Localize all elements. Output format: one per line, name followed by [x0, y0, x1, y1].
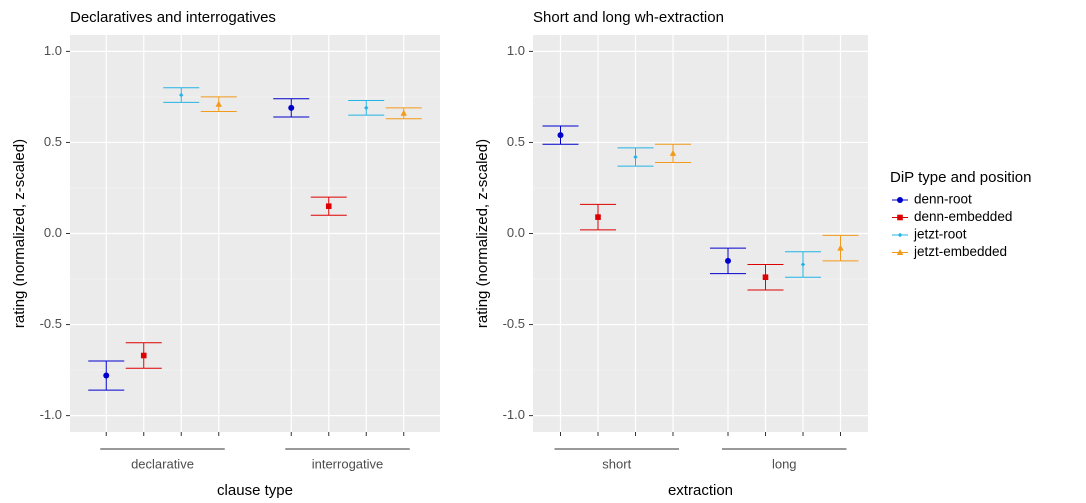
- data-point: [595, 214, 601, 220]
- y-tick-label: 0.5: [507, 134, 525, 149]
- y-tick-label: 0.0: [507, 225, 525, 240]
- chart-title: Declaratives and interrogatives: [70, 9, 276, 26]
- data-point: [557, 132, 564, 139]
- x-tick-label: interrogative: [312, 456, 384, 471]
- data-point: [800, 262, 806, 267]
- legend-key-marker: [897, 214, 903, 221]
- x-tick-label: long: [772, 456, 797, 471]
- data-point: [837, 244, 844, 251]
- data-point: [633, 154, 638, 160]
- y-tick-label: -0.5: [503, 316, 525, 331]
- y-axis-title: rating (normalized, z-scaled): [474, 139, 491, 328]
- data-point: [762, 274, 769, 281]
- y-tick-label: 0.0: [44, 225, 62, 240]
- data-point: [400, 109, 407, 116]
- x-tick-label: declarative: [131, 456, 194, 471]
- legend-key-marker: [897, 232, 903, 238]
- y-tick-label: 1.0: [44, 43, 62, 58]
- data-point: [215, 100, 222, 107]
- chart-title: Short and long wh-extraction: [533, 9, 724, 26]
- data-point: [179, 92, 184, 98]
- x-axis-title: clause type: [217, 482, 293, 499]
- legend-key-marker: [897, 197, 903, 203]
- y-axis-title: rating (normalized, z-scaled): [11, 139, 28, 328]
- data-point: [364, 105, 369, 111]
- legend-label: denn-root: [914, 192, 972, 207]
- data-point: [140, 352, 147, 359]
- y-tick-label: -1.0: [40, 407, 62, 422]
- x-axis-title: extraction: [668, 482, 733, 499]
- legend-title: DiP type and position: [890, 169, 1031, 186]
- legend-label: jetzt-embedded: [913, 244, 1007, 259]
- y-tick-label: 0.5: [44, 134, 62, 149]
- data-point: [325, 203, 332, 209]
- data-point: [669, 149, 677, 156]
- y-tick-label: -0.5: [40, 316, 62, 331]
- legend-key-marker: [896, 249, 904, 255]
- y-tick-label: 1.0: [507, 43, 525, 58]
- data-point: [103, 372, 110, 379]
- data-point: [288, 104, 295, 111]
- legend-label: denn-embedded: [914, 209, 1012, 224]
- legend-label: jetzt-root: [913, 227, 967, 242]
- data-point: [725, 257, 731, 264]
- y-tick-label: -1.0: [503, 407, 525, 422]
- x-tick-label: short: [602, 456, 631, 471]
